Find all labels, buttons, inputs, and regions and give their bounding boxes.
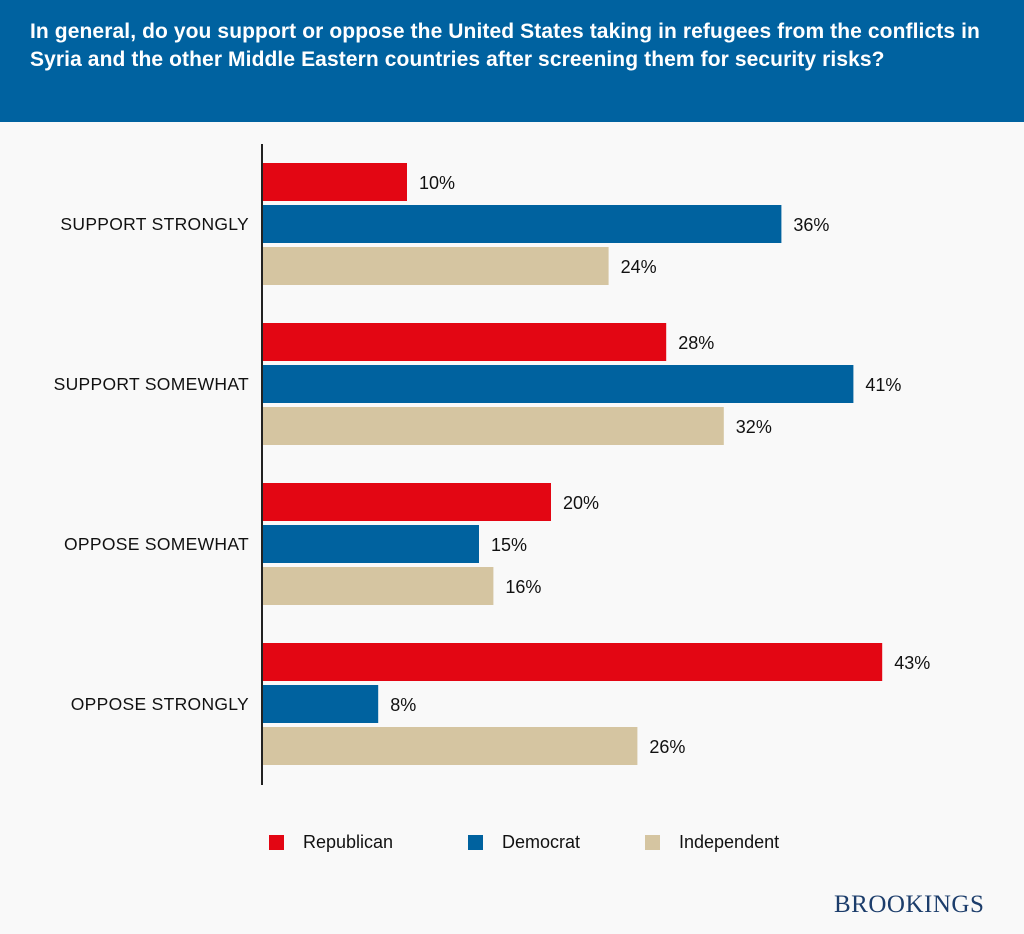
value-label-democrat: 15% (491, 535, 527, 555)
brookings-logo: BROOKINGS (834, 891, 985, 918)
bar-independent (263, 247, 609, 285)
legend-swatch-independent (645, 835, 660, 850)
bar-democrat (263, 205, 782, 243)
legend-item-republican: Republican (269, 832, 393, 853)
value-label-republican: 20% (563, 493, 599, 513)
value-label-independent: 24% (621, 257, 657, 277)
legend-swatch-democrat (468, 835, 483, 850)
bar-democrat (263, 525, 479, 563)
value-label-republican: 43% (894, 653, 930, 673)
value-label-democrat: 41% (865, 375, 901, 395)
value-label-democrat: 8% (390, 695, 416, 715)
bar-republican (263, 323, 667, 361)
bar-independent (263, 407, 724, 445)
value-label-democrat: 36% (793, 215, 829, 235)
legend-item-democrat: Democrat (468, 832, 580, 853)
legend-swatch-republican (269, 835, 284, 850)
chart-header: In general, do you support or oppose the… (0, 0, 1024, 122)
value-label-independent: 26% (649, 737, 685, 757)
bar-chart: SUPPORT STRONGLY SUPPORT SOMEWHAT OPPOSE S… (54, 144, 930, 785)
category-labels: SUPPORT STRONGLY SUPPORT SOMEWHAT OPPOSE S… (54, 214, 249, 714)
legend: Republican Democrat Independent (0, 832, 1024, 856)
bar-republican (263, 483, 551, 521)
bar-republican (263, 643, 883, 681)
category-label: OPPOSE STRONGLY (71, 694, 249, 714)
bar-democrat (263, 365, 854, 403)
legend-label-independent: Independent (679, 832, 780, 852)
value-label-republican: 10% (419, 173, 455, 193)
legend-label-democrat: Democrat (502, 832, 581, 852)
category-label: OPPOSE SOMEWHAT (64, 534, 249, 554)
chart-title: In general, do you support or oppose the… (30, 20, 980, 71)
bar-independent (263, 727, 638, 765)
value-labels: 10% 36% 24% 28% 41% 32% 20% 15% 16% 43% 8% 26% (390, 173, 930, 757)
bar-republican (263, 163, 407, 201)
bars (263, 163, 883, 765)
value-label-independent: 32% (736, 417, 772, 437)
category-label: SUPPORT SOMEWHAT (54, 374, 249, 394)
bar-democrat (263, 685, 379, 723)
value-label-independent: 16% (505, 577, 541, 597)
value-label-republican: 28% (678, 333, 714, 353)
bar-independent (263, 567, 494, 605)
legend-label-republican: Republican (303, 832, 394, 852)
category-label: SUPPORT STRONGLY (60, 214, 249, 234)
legend-item-independent: Independent (645, 832, 779, 853)
